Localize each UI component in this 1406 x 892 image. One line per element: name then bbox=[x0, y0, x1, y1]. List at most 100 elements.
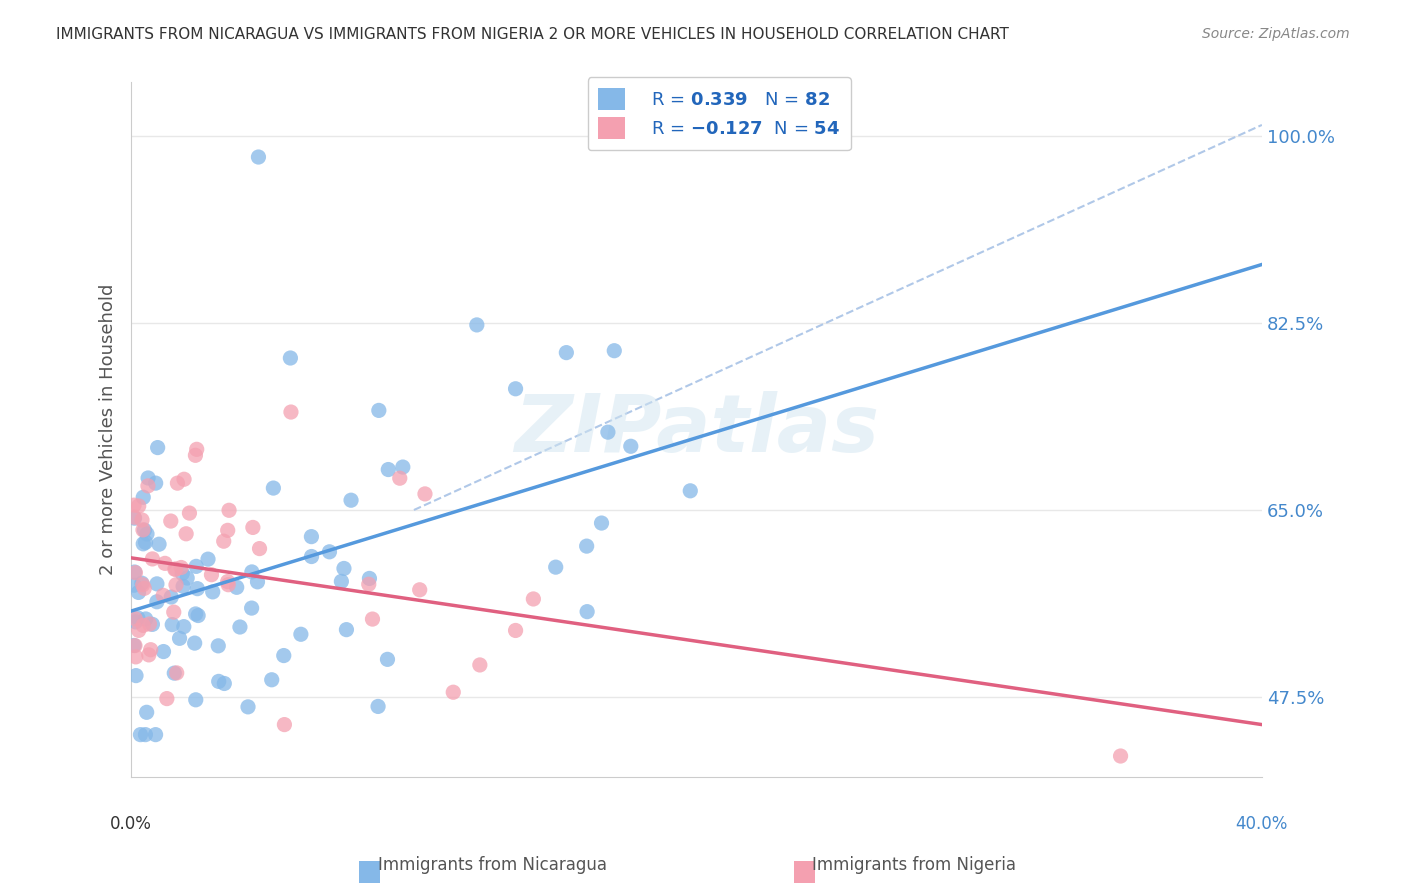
Point bbox=[229, 620, 252, 634]
Point bbox=[468, 657, 491, 672]
Point bbox=[166, 665, 188, 680]
Point bbox=[134, 523, 156, 537]
Point bbox=[163, 666, 186, 681]
Point bbox=[172, 579, 194, 593]
Point bbox=[214, 676, 236, 690]
Point bbox=[159, 514, 181, 528]
Point bbox=[162, 617, 184, 632]
Point bbox=[173, 620, 195, 634]
Point bbox=[240, 565, 263, 579]
Point bbox=[187, 608, 209, 623]
Point bbox=[465, 318, 488, 332]
Point bbox=[134, 728, 156, 742]
Point bbox=[136, 527, 159, 541]
Point bbox=[184, 693, 207, 707]
Point bbox=[132, 537, 155, 551]
Point bbox=[262, 481, 284, 495]
Point bbox=[125, 668, 148, 682]
Point bbox=[122, 639, 145, 653]
Point bbox=[132, 523, 155, 537]
Point bbox=[247, 150, 270, 164]
Point bbox=[183, 636, 205, 650]
Point bbox=[173, 472, 195, 486]
Point bbox=[290, 627, 312, 641]
Point bbox=[128, 499, 150, 513]
Point bbox=[273, 717, 295, 731]
Point bbox=[367, 699, 389, 714]
Point bbox=[122, 510, 145, 524]
Point bbox=[163, 562, 186, 576]
Point bbox=[207, 639, 229, 653]
Point bbox=[124, 612, 146, 626]
Point bbox=[555, 345, 578, 359]
Point bbox=[146, 577, 169, 591]
Point bbox=[186, 582, 208, 596]
Point bbox=[135, 535, 157, 549]
Point bbox=[505, 382, 527, 396]
Point bbox=[280, 405, 302, 419]
Point bbox=[163, 605, 186, 619]
Point bbox=[124, 566, 146, 580]
Point bbox=[136, 479, 159, 493]
Point bbox=[135, 706, 157, 720]
Point bbox=[124, 565, 146, 579]
Point bbox=[122, 578, 145, 592]
Point bbox=[377, 462, 399, 476]
Point bbox=[176, 571, 198, 585]
Point bbox=[165, 562, 187, 576]
Point bbox=[242, 520, 264, 534]
Point bbox=[225, 580, 247, 594]
Point bbox=[246, 574, 269, 589]
Point bbox=[152, 588, 174, 602]
Point bbox=[1109, 749, 1132, 764]
Point bbox=[409, 582, 432, 597]
Point bbox=[212, 534, 235, 549]
Point bbox=[186, 559, 208, 574]
Point bbox=[165, 578, 187, 592]
Point bbox=[170, 560, 193, 574]
Text: Immigrants from Nicaragua: Immigrants from Nicaragua bbox=[378, 856, 606, 874]
Point bbox=[129, 728, 152, 742]
Point bbox=[172, 566, 194, 581]
Point bbox=[377, 652, 399, 666]
Point bbox=[132, 578, 155, 592]
Point bbox=[146, 595, 169, 609]
Point bbox=[591, 516, 613, 530]
Point bbox=[134, 582, 156, 596]
Point bbox=[131, 576, 153, 591]
Point bbox=[146, 441, 169, 455]
Point bbox=[169, 632, 191, 646]
Point bbox=[620, 439, 643, 453]
Point bbox=[318, 545, 340, 559]
Point bbox=[141, 552, 163, 566]
Point bbox=[301, 549, 323, 564]
Point bbox=[124, 639, 146, 653]
Point bbox=[148, 537, 170, 551]
Point bbox=[135, 612, 157, 626]
Point bbox=[218, 503, 240, 517]
Text: 0.0%: 0.0% bbox=[110, 815, 152, 833]
Point bbox=[153, 557, 176, 571]
Point bbox=[441, 685, 464, 699]
Point bbox=[138, 648, 160, 662]
Point bbox=[160, 590, 183, 604]
Point bbox=[184, 448, 207, 462]
Point bbox=[273, 648, 295, 663]
Point bbox=[367, 403, 389, 417]
Point bbox=[132, 490, 155, 504]
Point bbox=[236, 699, 259, 714]
Point bbox=[576, 605, 599, 619]
Point bbox=[575, 539, 598, 553]
Point bbox=[240, 601, 263, 615]
Point bbox=[200, 567, 222, 582]
Point bbox=[124, 615, 146, 629]
Point bbox=[249, 541, 271, 556]
Point bbox=[131, 513, 153, 527]
Point bbox=[391, 460, 413, 475]
Point bbox=[335, 623, 357, 637]
Point bbox=[152, 644, 174, 658]
Point bbox=[505, 624, 527, 638]
Point bbox=[128, 585, 150, 599]
Point bbox=[145, 476, 167, 491]
Point bbox=[156, 691, 179, 706]
